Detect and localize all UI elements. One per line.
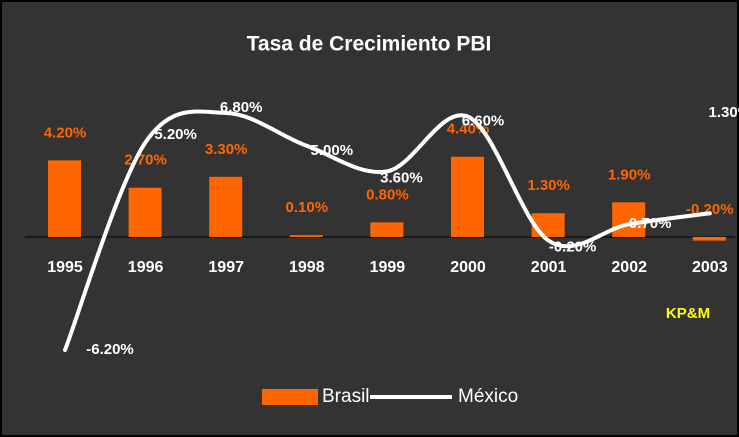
bar bbox=[48, 160, 81, 237]
x-tick-label: 2001 bbox=[531, 259, 567, 276]
bar bbox=[289, 235, 323, 237]
line-value-label: 1.30% bbox=[709, 104, 739, 121]
line-value-label: 6.60% bbox=[462, 113, 505, 130]
x-tick-label: 1998 bbox=[289, 259, 325, 276]
bar-value-label: 0.80% bbox=[366, 186, 409, 203]
x-tick-label: 1997 bbox=[208, 259, 244, 276]
legend-label: México bbox=[458, 386, 518, 407]
bar-value-label: 3.30% bbox=[205, 141, 248, 158]
line-value-label: 6.80% bbox=[220, 99, 263, 116]
x-tick-label: 2003 bbox=[692, 259, 728, 276]
x-tick-label: 2002 bbox=[611, 259, 647, 276]
line-value-label: 5.20% bbox=[154, 126, 197, 143]
line-value-label: 5.00% bbox=[311, 142, 354, 159]
bar bbox=[209, 176, 243, 237]
bar-value-label: 1.30% bbox=[527, 177, 570, 194]
x-tick-label: 1995 bbox=[47, 259, 83, 276]
line bbox=[63, 109, 712, 352]
bar-value-label: 0.10% bbox=[286, 199, 329, 216]
line-value-label: -6.20% bbox=[86, 341, 134, 358]
x-tick-label: 1999 bbox=[370, 259, 406, 276]
line-value-label: -0.20% bbox=[549, 239, 597, 256]
bar bbox=[692, 236, 726, 241]
bar bbox=[612, 202, 646, 237]
bar-value-label: 4.20% bbox=[44, 124, 87, 141]
bar-value-label: 1.90% bbox=[608, 166, 651, 183]
line-value-label: 0.70% bbox=[629, 215, 672, 232]
bar bbox=[451, 156, 484, 237]
x-tick-label: 2000 bbox=[450, 259, 486, 276]
bar bbox=[128, 187, 162, 237]
x-tick-label: 1996 bbox=[128, 259, 164, 276]
annotation: KP&M bbox=[666, 305, 710, 322]
legend-swatch bbox=[262, 389, 318, 405]
bar bbox=[370, 222, 404, 237]
chart-title: Tasa de Crecimiento PBI bbox=[247, 33, 492, 56]
line-value-label: 3.60% bbox=[380, 169, 423, 186]
legend-label: Brasil bbox=[322, 386, 370, 407]
